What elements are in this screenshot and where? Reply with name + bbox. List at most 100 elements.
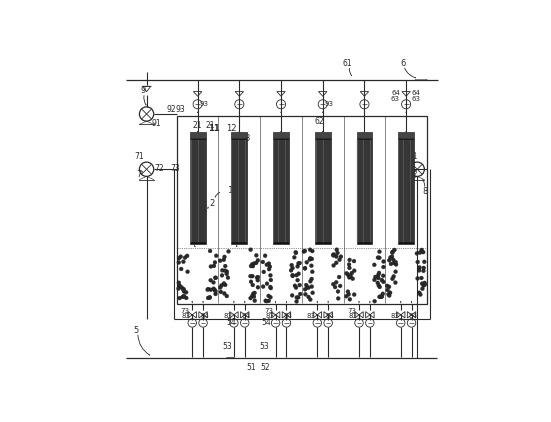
Text: 84: 84: [409, 314, 418, 319]
Circle shape: [252, 291, 257, 295]
Circle shape: [208, 295, 212, 300]
Circle shape: [310, 264, 314, 268]
Circle shape: [208, 249, 212, 253]
Circle shape: [336, 289, 340, 293]
Circle shape: [306, 295, 310, 299]
Circle shape: [390, 254, 394, 259]
Circle shape: [394, 260, 398, 264]
Circle shape: [302, 250, 306, 254]
Circle shape: [389, 262, 393, 266]
Circle shape: [256, 279, 260, 282]
Text: 21: 21: [206, 121, 215, 130]
Circle shape: [332, 253, 336, 257]
Circle shape: [338, 284, 342, 288]
Circle shape: [391, 277, 395, 281]
Circle shape: [387, 285, 391, 289]
Circle shape: [249, 280, 253, 284]
Circle shape: [378, 285, 382, 289]
Circle shape: [290, 293, 294, 298]
Circle shape: [338, 258, 342, 262]
Circle shape: [387, 258, 391, 262]
Text: 81: 81: [409, 152, 418, 161]
Circle shape: [387, 294, 391, 298]
Circle shape: [381, 280, 385, 284]
Circle shape: [265, 263, 269, 267]
Circle shape: [185, 254, 189, 258]
Circle shape: [303, 266, 307, 270]
Circle shape: [253, 299, 257, 303]
Circle shape: [392, 274, 396, 279]
Circle shape: [296, 272, 301, 276]
Circle shape: [181, 288, 185, 292]
Circle shape: [386, 292, 391, 296]
Circle shape: [177, 260, 181, 265]
Circle shape: [296, 265, 300, 268]
Circle shape: [331, 282, 335, 286]
Circle shape: [213, 260, 217, 264]
Circle shape: [304, 292, 307, 296]
Circle shape: [376, 273, 380, 277]
Circle shape: [339, 255, 343, 259]
Circle shape: [176, 287, 180, 290]
Circle shape: [372, 299, 376, 303]
Circle shape: [261, 284, 265, 289]
Bar: [273, 138, 289, 244]
Circle shape: [223, 292, 226, 295]
Circle shape: [291, 273, 295, 277]
Circle shape: [418, 251, 422, 254]
Circle shape: [249, 264, 253, 268]
Circle shape: [206, 296, 210, 300]
Circle shape: [415, 252, 419, 255]
Circle shape: [332, 252, 336, 257]
Circle shape: [249, 248, 252, 252]
Circle shape: [269, 278, 273, 282]
Circle shape: [311, 291, 315, 295]
Circle shape: [294, 251, 298, 255]
Circle shape: [418, 265, 422, 269]
Text: 72: 72: [154, 164, 164, 173]
Circle shape: [332, 253, 336, 257]
Circle shape: [386, 288, 390, 292]
Circle shape: [289, 268, 293, 272]
Circle shape: [332, 263, 336, 268]
Text: 12: 12: [226, 124, 236, 133]
Bar: [190, 138, 206, 244]
Text: 2: 2: [190, 206, 195, 214]
Text: 93: 93: [325, 101, 334, 107]
Circle shape: [213, 288, 217, 292]
Bar: [177, 116, 427, 304]
Circle shape: [295, 300, 299, 303]
Circle shape: [180, 285, 183, 289]
Circle shape: [178, 296, 182, 300]
Circle shape: [380, 278, 384, 282]
Circle shape: [310, 257, 314, 261]
Circle shape: [209, 279, 213, 282]
Circle shape: [268, 273, 272, 277]
Bar: [356, 132, 372, 138]
Text: 93: 93: [199, 101, 209, 107]
Text: 53: 53: [222, 343, 232, 352]
Text: 64: 64: [411, 90, 420, 96]
Circle shape: [251, 283, 255, 287]
Circle shape: [377, 256, 381, 260]
Circle shape: [335, 248, 339, 252]
Circle shape: [308, 248, 312, 252]
Circle shape: [254, 261, 258, 265]
Text: 2: 2: [209, 199, 214, 208]
Circle shape: [179, 267, 183, 271]
Circle shape: [376, 276, 380, 280]
Circle shape: [182, 295, 186, 298]
Text: 9: 9: [141, 86, 146, 95]
Circle shape: [420, 287, 424, 291]
Circle shape: [182, 295, 186, 298]
Circle shape: [309, 298, 312, 302]
Circle shape: [348, 298, 352, 301]
Circle shape: [388, 291, 392, 295]
Circle shape: [390, 251, 394, 254]
Text: 53: 53: [260, 343, 269, 352]
Circle shape: [310, 249, 314, 253]
Circle shape: [251, 264, 255, 268]
Circle shape: [296, 262, 300, 265]
Circle shape: [345, 271, 349, 275]
Text: 84: 84: [242, 314, 251, 319]
